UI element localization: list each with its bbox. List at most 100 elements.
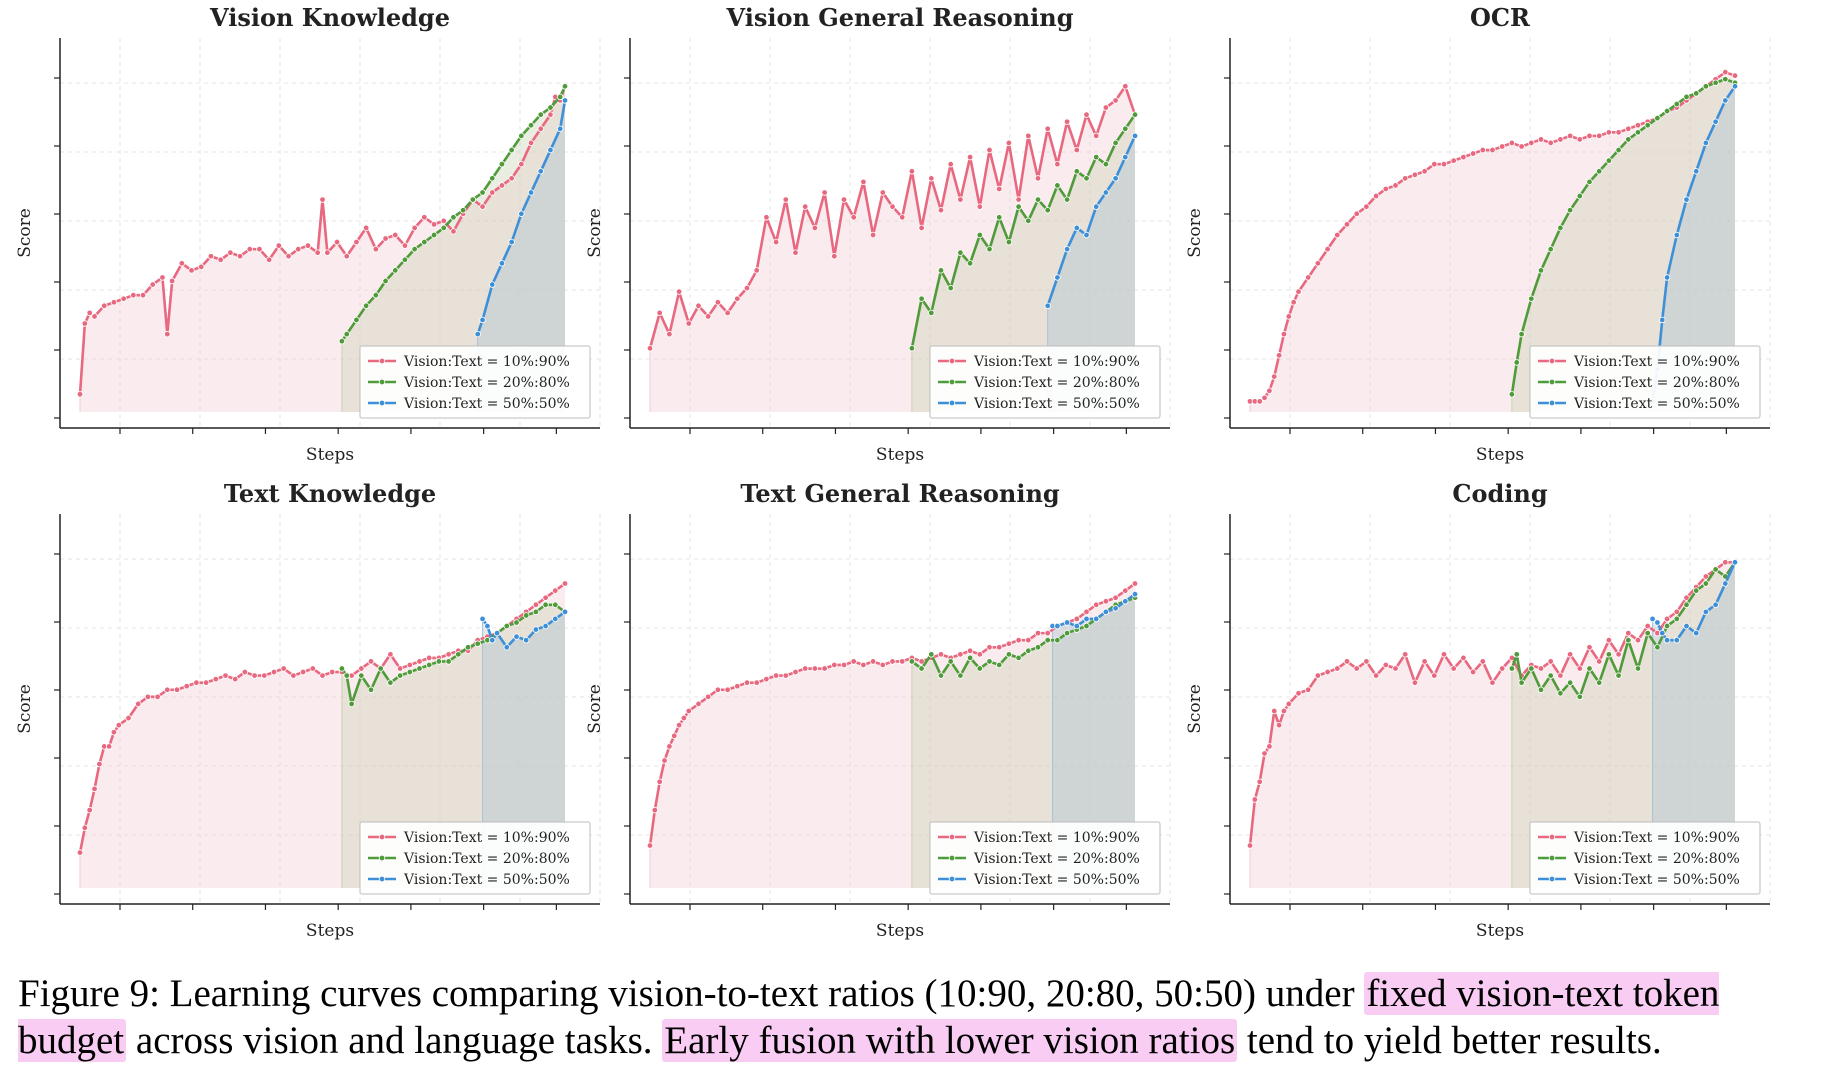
data-point-r10 (479, 203, 486, 210)
data-point-r10 (76, 849, 84, 856)
data-point-r20 (1586, 178, 1593, 186)
data-point-r10 (1083, 608, 1090, 616)
data-point-r20 (1605, 651, 1613, 658)
data-point-r20 (918, 665, 925, 672)
data-point-r50 (498, 260, 506, 267)
x-axis-label: Steps (1476, 921, 1524, 941)
data-point-r10 (1518, 143, 1525, 150)
data-point-r10 (772, 238, 780, 246)
data-point-r20 (1063, 196, 1071, 203)
data-point-r50 (1122, 598, 1129, 605)
data-point-r10 (802, 203, 809, 210)
data-point-r20 (1083, 175, 1090, 182)
data-point-r50 (1131, 590, 1139, 598)
data-point-r10 (275, 242, 283, 249)
series-area-r50 (1652, 86, 1735, 412)
x-axis-label: Steps (306, 921, 354, 941)
data-point-r20 (508, 146, 515, 154)
caption-middle: across vision and language tasks. (126, 1019, 663, 1062)
data-point-r10 (1479, 146, 1486, 154)
data-point-r10 (207, 253, 215, 260)
data-point-r10 (1261, 394, 1268, 402)
data-point-r20 (353, 316, 360, 324)
y-axis-label: Score (585, 684, 605, 734)
data-point-r20 (396, 672, 404, 679)
data-point-r10 (1382, 185, 1389, 193)
data-point-r10 (996, 644, 1003, 651)
data-point-r20 (1508, 665, 1516, 672)
data-point-r10 (1063, 118, 1071, 125)
series-area-r10 (80, 583, 565, 888)
data-point-r10 (1015, 637, 1022, 644)
series-area-r50 (1047, 135, 1135, 412)
data-point-r10 (115, 721, 122, 729)
data-point-r10 (656, 778, 663, 785)
data-point-r10 (561, 580, 569, 587)
data-point-r10 (811, 224, 819, 232)
data-point-r50 (1692, 629, 1700, 637)
data-point-r10 (666, 330, 673, 338)
data-point-r10 (139, 291, 147, 299)
data-point-r10 (1537, 136, 1545, 143)
series-area-r20 (341, 604, 565, 888)
data-point-r10 (1440, 160, 1448, 168)
y-axis-label: Score (15, 208, 35, 258)
data-point-r10 (542, 594, 549, 601)
data-point-r50 (556, 125, 564, 132)
data-point-r10 (1625, 125, 1632, 132)
data-point-r10 (1266, 743, 1273, 750)
data-point-r10 (879, 661, 886, 669)
data-point-r50 (1102, 189, 1110, 196)
legend-label-r20: Vision:Text = 20%:80% (973, 851, 1140, 867)
data-point-r50 (1649, 615, 1656, 623)
data-point-r50 (1112, 175, 1119, 182)
data-point-r20 (503, 622, 510, 630)
data-point-r10 (996, 185, 1003, 193)
data-point-r10 (1557, 136, 1564, 143)
data-point-r10 (159, 274, 166, 281)
data-point-r10 (743, 679, 751, 686)
data-point-r10 (164, 330, 171, 338)
data-point-r20 (338, 338, 346, 345)
data-point-r20 (552, 601, 559, 608)
data-point-r10 (869, 658, 877, 665)
data-point-r20 (459, 207, 467, 214)
legend-label-r50: Vision:Text = 50%:50% (403, 872, 570, 888)
legend-label-r50: Vision:Text = 50%:50% (973, 396, 1140, 412)
data-point-r10 (1324, 668, 1331, 676)
series-area-r50 (1652, 562, 1735, 888)
data-point-r10 (110, 729, 118, 736)
legend-marker-r10 (1548, 357, 1556, 365)
data-point-r10 (811, 665, 819, 672)
data-point-r10 (1343, 658, 1351, 665)
data-point-r20 (561, 83, 569, 90)
data-point-r50 (1712, 118, 1719, 125)
data-point-r10 (1625, 629, 1632, 637)
data-point-r10 (343, 253, 350, 260)
data-point-r10 (222, 672, 229, 679)
series-area-r10 (80, 86, 565, 412)
data-point-r20 (556, 93, 564, 101)
data-point-r10 (86, 806, 93, 814)
data-point-r10 (1271, 707, 1278, 715)
chart-title: Text General Reasoning (740, 479, 1060, 508)
series-line-r50 (1052, 593, 1136, 628)
data-point-r20 (966, 654, 974, 662)
data-point-r50 (513, 633, 520, 640)
data-point-r10 (353, 238, 360, 246)
legend-label-r50: Vision:Text = 50%:50% (1573, 872, 1740, 888)
data-point-r50 (489, 637, 496, 644)
chart-panel-6: Coding Steps Score Vision:Text = 10%:90% Vis… (1185, 479, 1771, 941)
data-point-r50 (527, 189, 535, 196)
data-point-r10 (1634, 122, 1642, 129)
chart-title: OCR (1470, 3, 1531, 32)
data-point-r50 (1731, 83, 1739, 90)
data-point-r50 (1063, 619, 1071, 626)
data-point-r10 (1566, 651, 1574, 658)
series-area-r10 (1250, 562, 1735, 888)
data-point-r20 (1122, 125, 1129, 132)
data-point-r50 (1102, 608, 1110, 616)
data-point-r10 (1092, 132, 1100, 140)
data-point-r10 (831, 661, 838, 669)
data-point-r10 (527, 139, 535, 147)
